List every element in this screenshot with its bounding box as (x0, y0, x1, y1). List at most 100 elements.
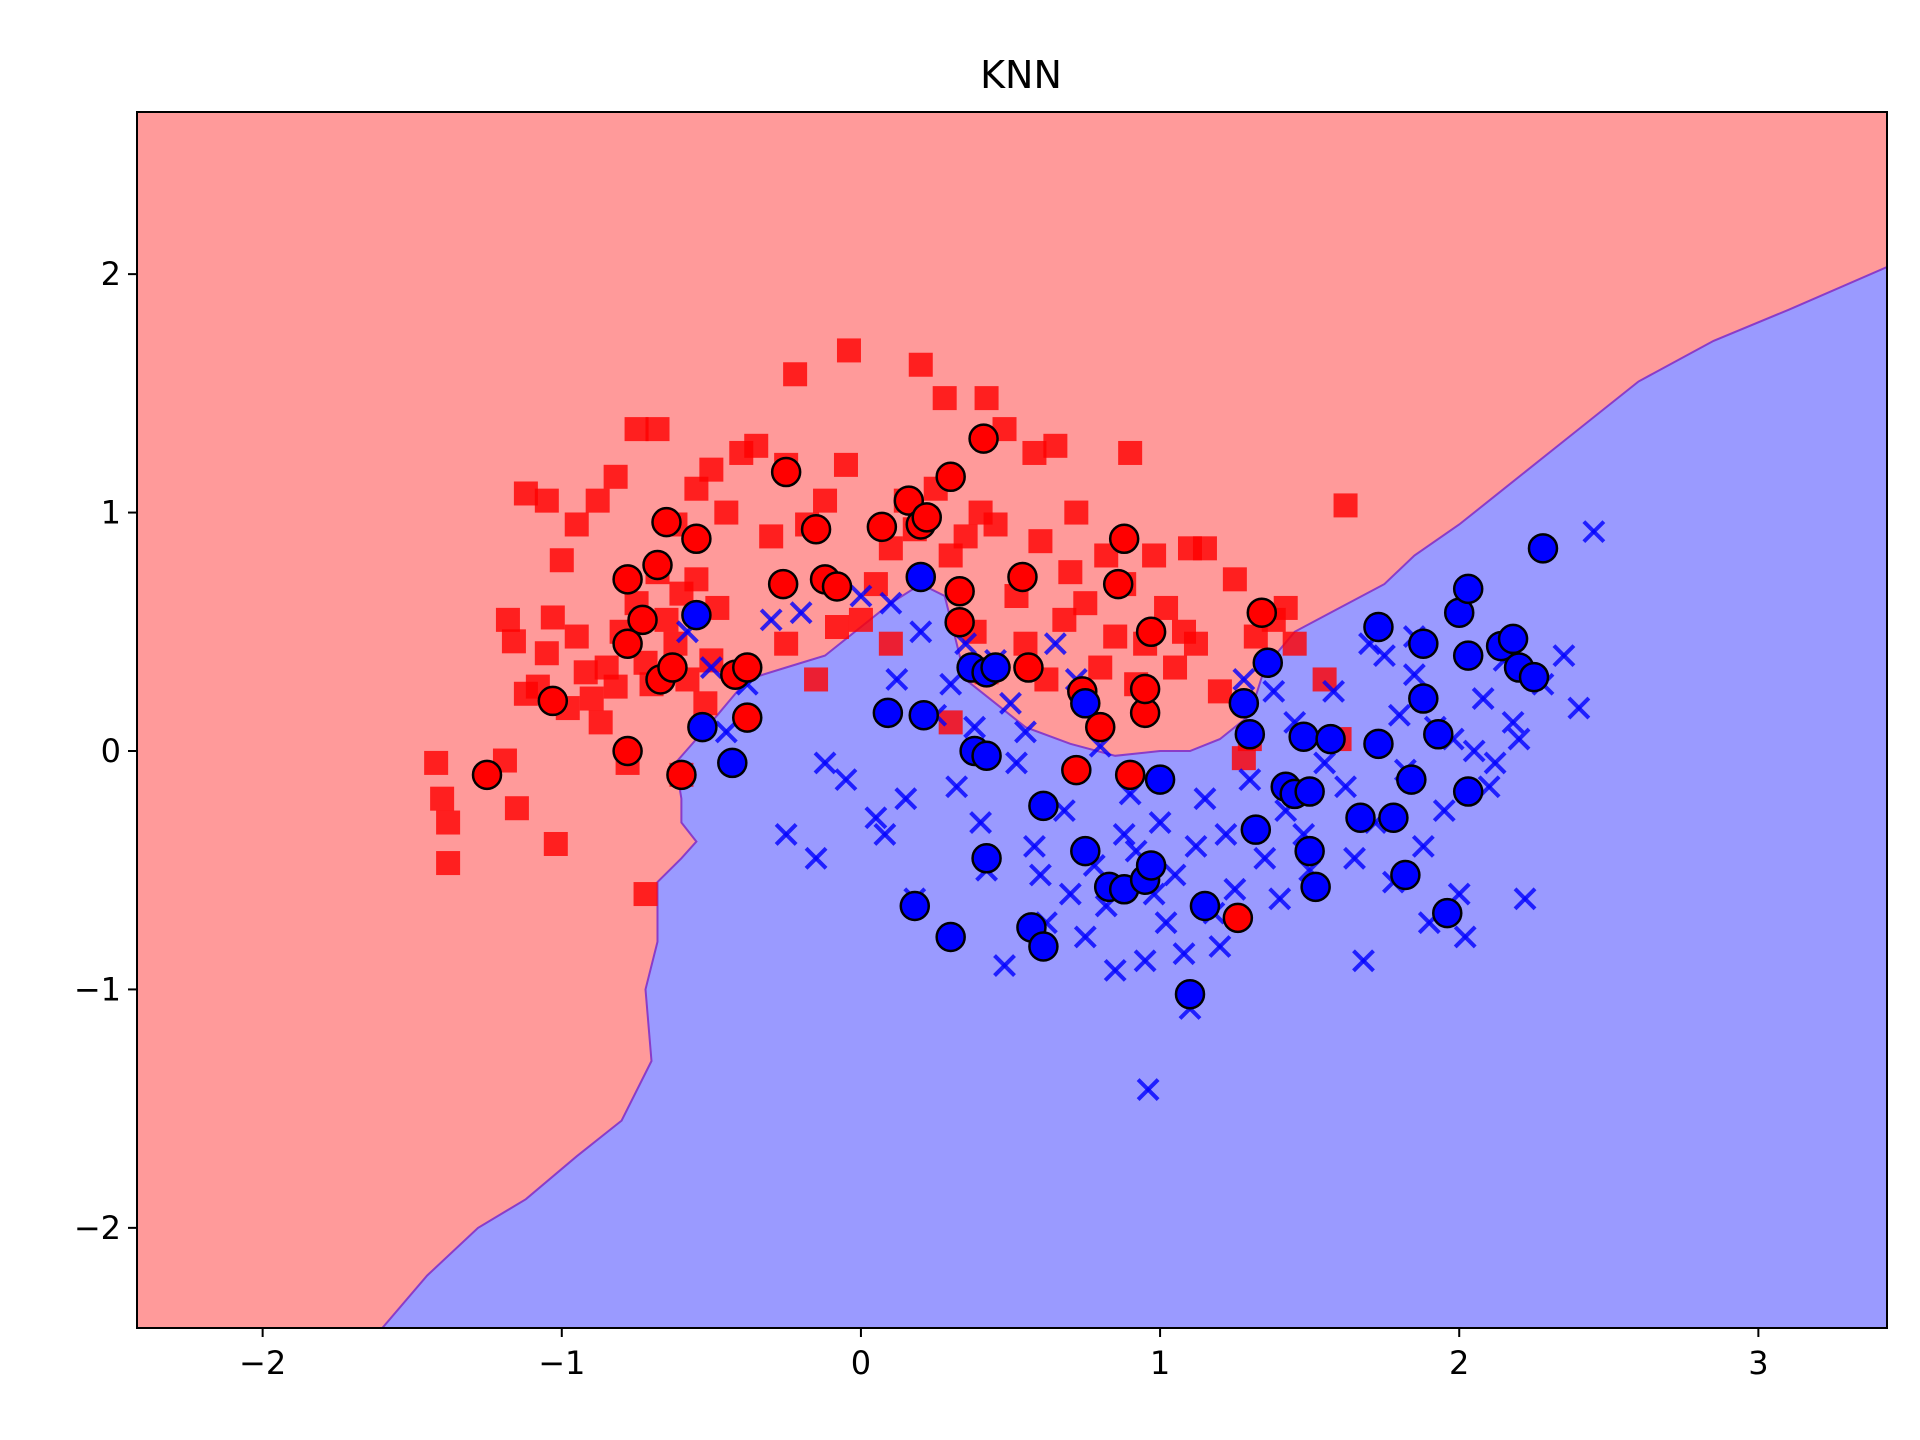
test-point-class-1 (935, 921, 966, 953)
class-1-x-point (1112, 823, 1136, 846)
test-point-class-1 (1189, 890, 1221, 922)
test-point-class-1 (1228, 688, 1260, 719)
class-1-x-point (1552, 644, 1576, 668)
chart-title: KNN (980, 53, 1062, 97)
class-1-x-point (1513, 887, 1537, 911)
class-0-square-point (848, 607, 873, 632)
test-point-class-1 (1408, 628, 1439, 659)
test-point-class-0 (866, 511, 898, 543)
test-point-class-1 (1363, 728, 1394, 760)
test-point-class-0 (800, 514, 832, 545)
class-1-x-point (1483, 751, 1507, 775)
test-point-class-0 (1222, 902, 1254, 934)
class-1-x-point (1411, 834, 1435, 858)
class-1-x-point (1582, 520, 1606, 544)
y-tick-label: 0 (101, 732, 121, 770)
class-1-x-point (1136, 1078, 1160, 1101)
class-0-square-point (1064, 500, 1089, 525)
class-1-x-point (1352, 949, 1375, 973)
class-1-x-point (1148, 811, 1172, 834)
class-1-x-point (1567, 696, 1591, 720)
test-point-class-1 (1300, 871, 1331, 903)
test-point-class-1 (1378, 802, 1409, 834)
test-point-class-0 (612, 564, 643, 595)
test-point-class-1 (681, 599, 712, 631)
class-1-x-point (1507, 727, 1531, 751)
test-point-class-0 (944, 606, 975, 638)
class-1-x-point (759, 608, 783, 632)
class-1-x-point (1058, 882, 1082, 906)
class-1-x-point (1184, 834, 1208, 858)
class-1-x-point (1453, 925, 1477, 949)
class-1-x-point (1103, 958, 1127, 982)
class-0-square-point (1142, 543, 1167, 568)
class-0-square-point (932, 386, 957, 411)
class-1-x-point (1253, 846, 1277, 870)
class-1-x-point (885, 668, 909, 691)
class-0-square-point (813, 488, 838, 513)
class-0-square-point (953, 524, 978, 549)
decision-boundary-line (381, 266, 1887, 1328)
test-point-class-0 (537, 685, 569, 717)
test-point-class-0 (657, 652, 688, 683)
class-1-x-point (1262, 679, 1286, 703)
class-1-x-point (1014, 720, 1037, 744)
class-0-square-point (585, 488, 610, 513)
data-points (424, 338, 1606, 1101)
class-1-x-point (1373, 644, 1396, 668)
class-1-x-point (1402, 663, 1426, 687)
class-1-x-point (849, 584, 873, 608)
class-0-square-point (543, 831, 568, 856)
class-0-square-point (1013, 631, 1038, 656)
class-1-x-point (1043, 632, 1067, 656)
class-0-square-point (908, 352, 933, 377)
class-0-square-point (1222, 567, 1247, 592)
test-point-class-0 (732, 702, 763, 733)
class-1-x-point (1268, 887, 1292, 911)
class-0-square-point (603, 464, 628, 489)
class-0-square-point (624, 417, 649, 442)
class-0-square-point (1154, 595, 1179, 620)
class-1-x-point (1005, 751, 1028, 775)
class-0-square-point (863, 572, 888, 597)
test-point-class-1 (1070, 688, 1101, 719)
class-0-square-point (1273, 595, 1298, 620)
class-1-x-point (939, 672, 963, 696)
class-1-x-point (1073, 925, 1097, 949)
class-1-x-point (699, 656, 723, 679)
class-1-x-point (1334, 775, 1357, 799)
class-1-x-point (1313, 751, 1337, 775)
class-1-x-point (1387, 703, 1411, 727)
y-axis-ticks: −2 −1 0 1 2 (74, 255, 137, 1247)
class-0-square-point (1073, 591, 1098, 616)
test-point-class-0 (627, 604, 658, 636)
class-0-square-point (1103, 624, 1128, 649)
test-point-class-0 (767, 568, 799, 600)
class-0-square-point (1312, 667, 1337, 692)
class-0-square-point (759, 524, 784, 549)
class-0-square-point (1333, 493, 1358, 518)
class-1-x-point (1462, 739, 1486, 763)
class-0-square-point (1207, 679, 1232, 704)
test-point-class-0 (612, 628, 643, 659)
class-1-x-point (1432, 799, 1456, 823)
class-0-square-point (1088, 655, 1113, 680)
class-1-x-point (1343, 846, 1366, 870)
class-1-x-point (993, 954, 1016, 977)
class-0-square-point (540, 605, 565, 630)
class-0-square-point (633, 882, 658, 907)
test-point-class-1 (1135, 850, 1167, 881)
class-0-square-point (1028, 529, 1053, 554)
test-point-class-0 (612, 735, 643, 767)
test-point-class-0 (1246, 597, 1278, 628)
class-1-x-point (894, 787, 918, 811)
class-0-square-point (833, 452, 858, 477)
class-1-x-point (1501, 710, 1525, 734)
class-0-square-point (588, 710, 613, 735)
class-0-square-point (1058, 560, 1083, 585)
class-0-square-point (1052, 607, 1077, 632)
class-1-x-point (879, 591, 903, 615)
test-point-class-1 (1174, 978, 1206, 1010)
test-point-class-0 (1013, 652, 1044, 683)
x-tick-label: 0 (851, 1344, 871, 1382)
